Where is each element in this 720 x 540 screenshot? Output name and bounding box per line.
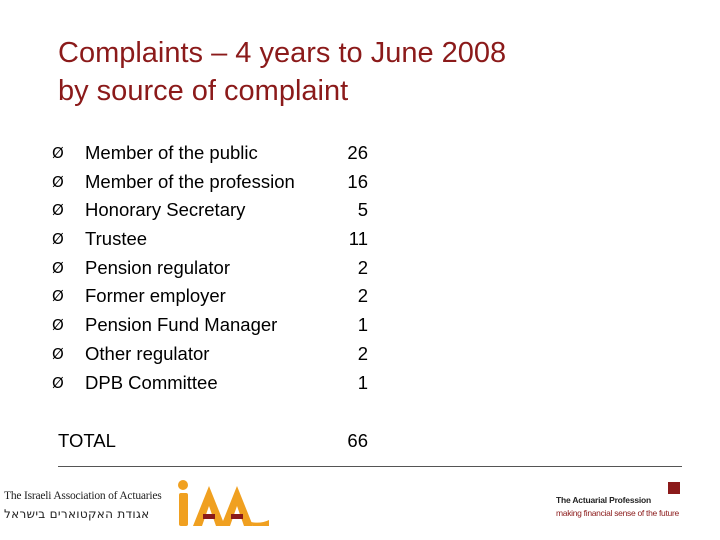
title-line-1: Complaints – 4 years to June 2008 (58, 37, 507, 69)
list-item: Ø Pension regulator 2 (52, 254, 382, 283)
arrow-bullet-icon: Ø (52, 287, 64, 306)
complaint-source-list: Ø Member of the public 26 Ø Member of the pr… (52, 139, 382, 397)
item-value: 2 (357, 285, 368, 307)
iaa-name-english: The Israeli Association of Actuaries (4, 490, 162, 502)
slide-title: Complaints – 4 years to June 2008 by sou… (58, 34, 678, 110)
item-value: 5 (357, 199, 368, 221)
list-item: Ø Former employer 2 (52, 282, 382, 311)
list-item: Ø Trustee 11 (52, 225, 382, 254)
item-label: Pension Fund Manager (85, 314, 278, 336)
title-line-2: by source of complaint (58, 75, 349, 107)
item-value: 2 (357, 256, 368, 278)
arrow-bullet-icon: Ø (52, 373, 64, 392)
total-value: 66 (347, 430, 368, 451)
arrow-bullet-icon: Ø (52, 201, 64, 220)
arrow-bullet-icon: Ø (52, 144, 64, 162)
arrow-bullet-icon: Ø (52, 316, 64, 335)
item-label: Honorary Secretary (85, 199, 246, 221)
actuarial-profession-square-icon (668, 482, 680, 494)
item-label: Former employer (85, 285, 226, 307)
ap-name: The Actuarial Profession (556, 495, 652, 505)
arrow-bullet-icon: Ø (52, 344, 64, 363)
item-value: 11 (348, 228, 368, 250)
total-row: TOTAL 66 (58, 427, 382, 455)
item-label: Pension regulator (85, 256, 231, 278)
list-item: Ø DPB Committee 1 (52, 369, 382, 398)
actuarial-profession-logo: The Actuarial Profession making financia… (556, 480, 706, 524)
ap-tagline: making financial sense of the future (556, 508, 679, 518)
list-item: Ø Pension Fund Manager 1 (52, 311, 382, 340)
iaa-wordmark: The Israeli Association of Actuaries אגו… (4, 490, 164, 521)
item-value: 16 (347, 170, 368, 192)
list-item: Ø Honorary Secretary 5 (52, 196, 382, 225)
item-value: 1 (357, 314, 368, 336)
item-label: Other regulator (85, 342, 210, 364)
item-label: Member of the profession (85, 170, 295, 192)
arrow-bullet-icon: Ø (52, 230, 64, 249)
arrow-bullet-icon: Ø (52, 172, 64, 191)
list-item: Ø Member of the profession 16 (52, 168, 382, 197)
iaa-logo-icon (178, 480, 269, 526)
total-label: TOTAL (58, 430, 116, 451)
item-value: 2 (357, 342, 368, 364)
item-label: DPB Committee (85, 371, 218, 393)
item-label: Member of the public (85, 142, 258, 163)
item-value: 26 (347, 142, 368, 163)
item-value: 1 (357, 371, 368, 393)
list-item: Ø Member of the public 26 (52, 139, 382, 168)
iaa-name-hebrew: אגודת האקטוארים בישראל (4, 507, 150, 521)
item-label: Trustee (85, 228, 148, 250)
arrow-bullet-icon: Ø (52, 258, 64, 277)
list-item: Ø Other regulator 2 (52, 340, 382, 369)
footer-divider (58, 466, 682, 467)
